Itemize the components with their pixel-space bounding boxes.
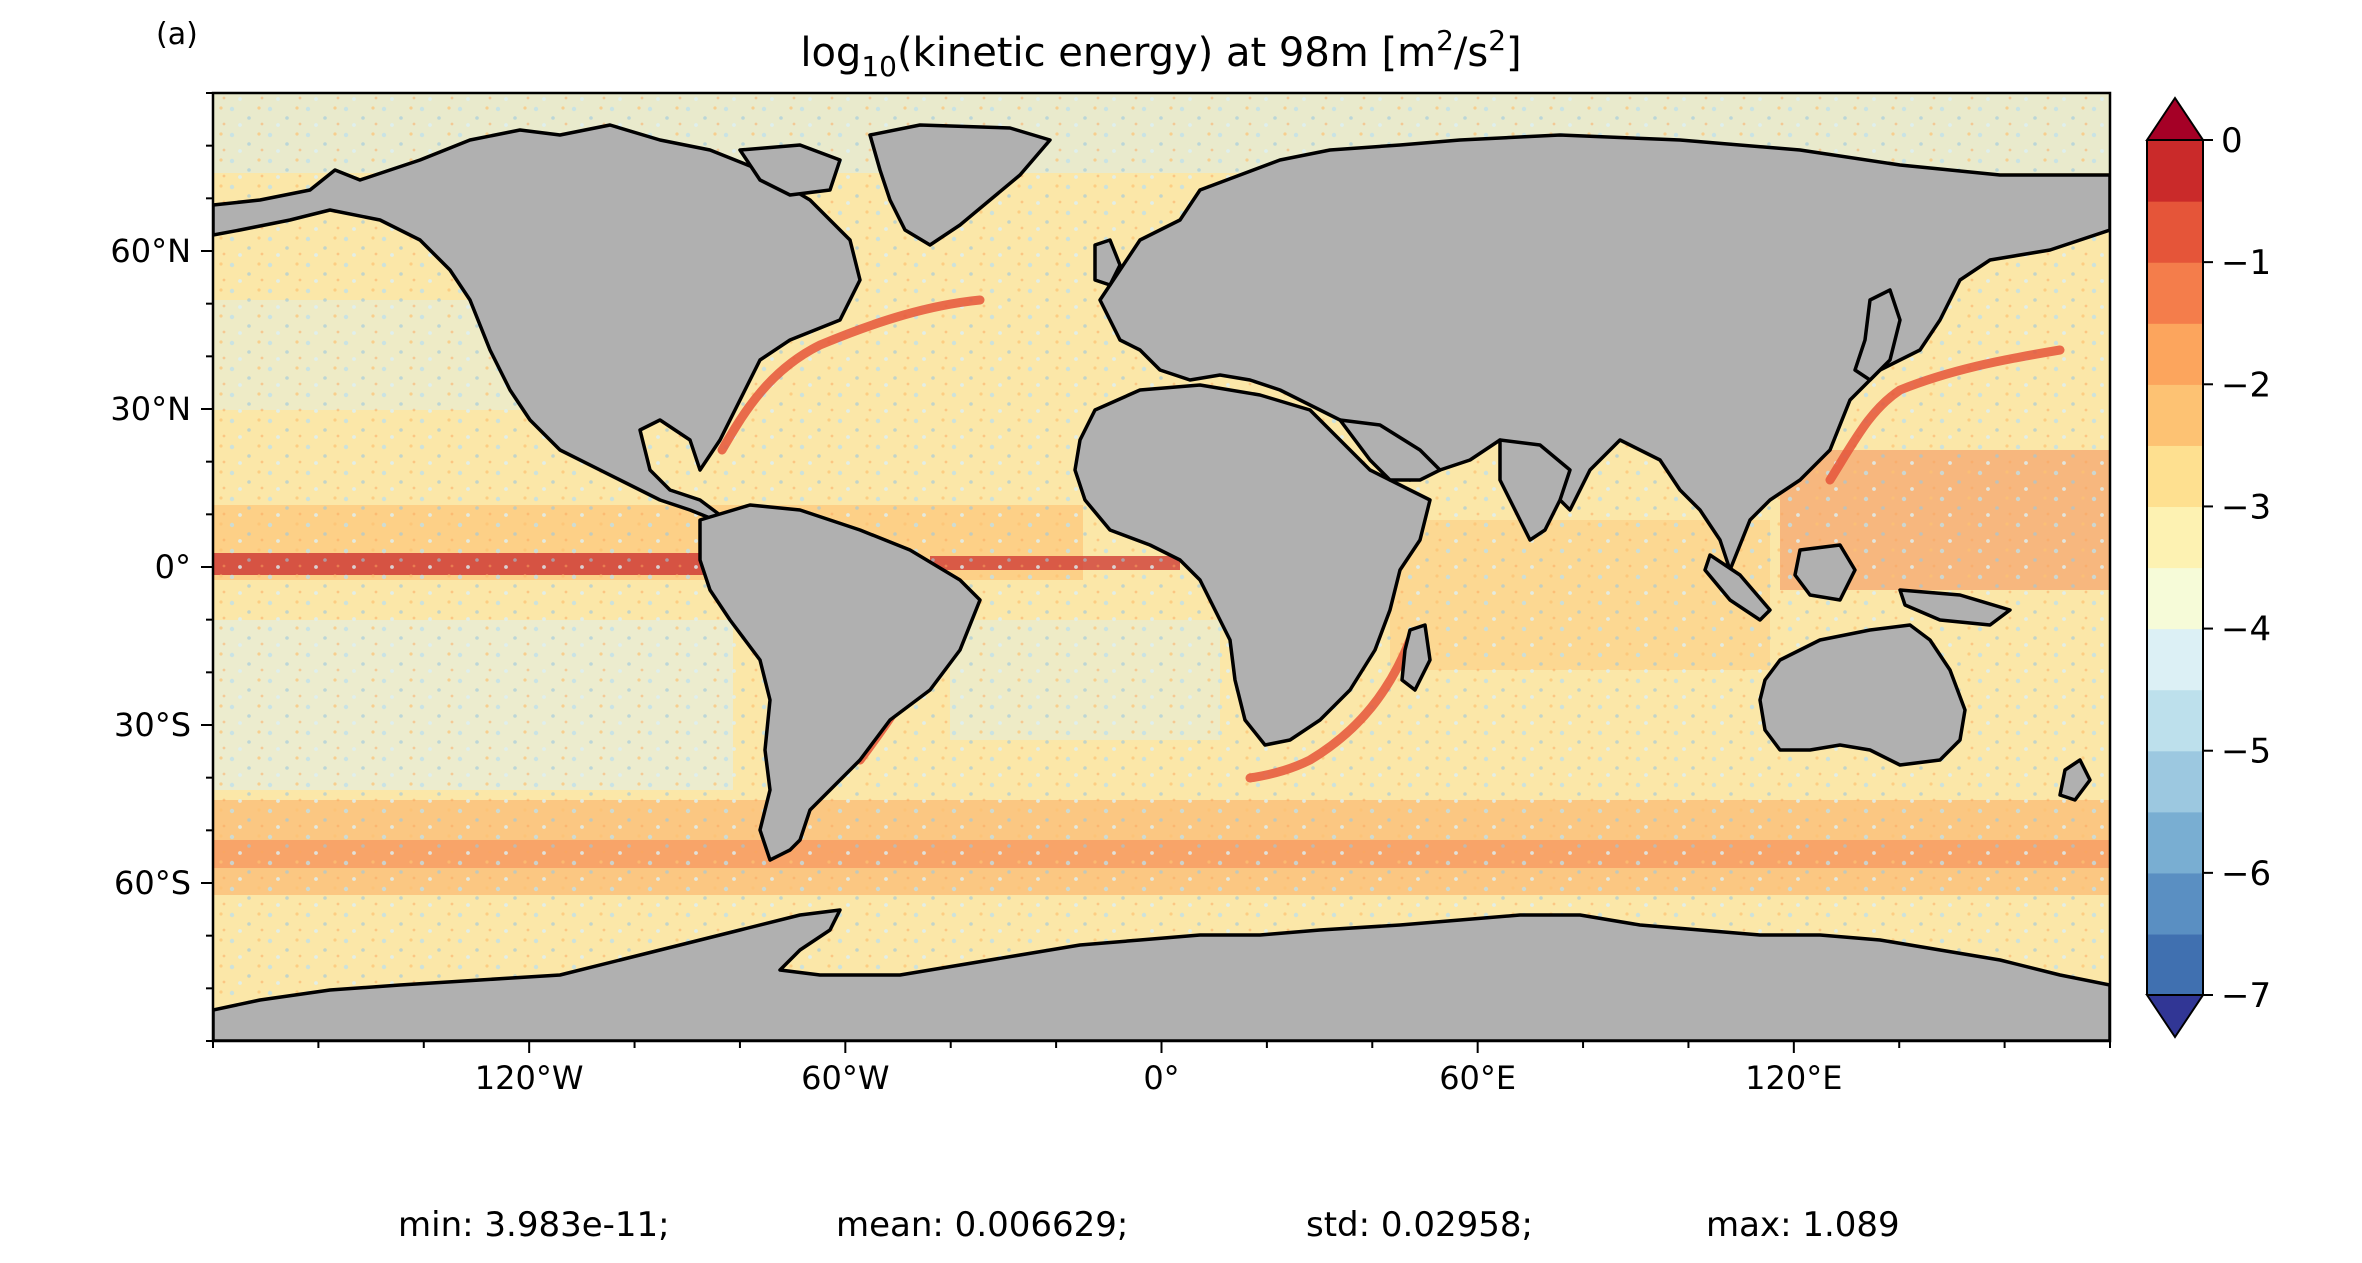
- title-sup1: 2: [1436, 24, 1454, 57]
- colorbar-tick-label: −4: [2221, 610, 2271, 650]
- land-baffin: [738, 143, 842, 197]
- colorbar-bin: [2147, 201, 2203, 263]
- stat-item: min: 3.983e-11;: [398, 1205, 670, 1245]
- colorbar-tick-label: −2: [2221, 365, 2271, 405]
- land-new-zealand: [2058, 758, 2092, 802]
- colorbar-bin: [2147, 445, 2203, 508]
- land-india: [1498, 438, 1572, 542]
- y-tick-label: 60°S: [114, 864, 191, 902]
- colorbar: 0 −1 −2 −3 −4 −5 −6 −7: [2145, 96, 2271, 1039]
- colorbar-tick-label: −6: [2221, 854, 2271, 894]
- land: [213, 123, 2110, 1041]
- land-antarctica: [213, 908, 2110, 1041]
- colorbar-bin: [2147, 872, 2203, 935]
- colorbar-tick-label: −5: [2221, 732, 2271, 772]
- panel-label: (a): [156, 17, 198, 52]
- colorbar-bin: [2147, 567, 2203, 630]
- x-tick-label: 120°E: [1745, 1059, 1842, 1097]
- colorbar-bin: [2147, 689, 2203, 752]
- x-tick-label: 60°W: [801, 1059, 889, 1097]
- land-greenland: [868, 123, 1052, 247]
- land-sumatra: [1703, 553, 1772, 622]
- colorbar-tick-label: −3: [2221, 487, 2271, 527]
- colorbar-bin: [2147, 140, 2203, 202]
- y-tick-label: 60°N: [110, 232, 191, 270]
- stats-line: min: 3.983e-11; mean: 0.006629; std: 0.029…: [398, 1205, 1900, 1245]
- title-subscript: 10: [861, 50, 897, 83]
- x-tick-label: 0°: [1143, 1059, 1179, 1097]
- land-borneo: [1793, 543, 1857, 602]
- colorbar-bin: [2147, 262, 2203, 324]
- colorbar-bin: [2147, 933, 2203, 996]
- land-eurasia: [1098, 133, 2110, 572]
- title-middle: (kinetic energy) at 98m [m: [897, 30, 1436, 76]
- y-tick-label: 30°S: [114, 706, 191, 744]
- colorbar-bin: [2147, 750, 2203, 813]
- land-north-america: [213, 123, 862, 522]
- land-japan: [1853, 288, 1902, 382]
- land-madagascar: [1400, 623, 1432, 692]
- colorbar-bin: [2147, 628, 2203, 691]
- stat-item: std: 0.02958;: [1306, 1205, 1533, 1245]
- land-australia: [1758, 623, 1967, 767]
- land-new-guinea: [1898, 588, 2012, 627]
- land-arabia: [1338, 418, 1442, 482]
- colorbar-tick-label: −1: [2221, 243, 2271, 283]
- kuroshio-current: [1825, 345, 2065, 485]
- x-axis: 120°W 60°W 0° 60°E 120°E: [212, 1041, 2111, 1097]
- y-tick-label: 0°: [155, 548, 191, 586]
- title-prefix: log: [800, 30, 861, 76]
- colorbar-tick-label: −7: [2221, 976, 2271, 1016]
- colorbar-frame: [2146, 140, 2204, 995]
- y-tick-label: 30°N: [110, 390, 191, 428]
- map-title: log10(kinetic energy) at 98m [m2/s2]: [800, 24, 1521, 83]
- title-slash: /s: [1454, 30, 1488, 76]
- y-axis: 60°N 30°N 0° 30°S 60°S: [110, 92, 213, 1042]
- x-tick-label: 120°W: [475, 1059, 584, 1097]
- gulf-stream: [717, 295, 985, 455]
- agulhas-current: [1245, 635, 1415, 783]
- colorbar-extend-min: [2145, 994, 2205, 1039]
- x-tick-label: 60°E: [1439, 1059, 1516, 1097]
- colorbar-tick-label: 0: [2221, 121, 2243, 161]
- stat-item: max: 1.089: [1706, 1205, 1900, 1245]
- title-suffix: ]: [1506, 30, 1522, 76]
- land-uk: [1093, 238, 1122, 287]
- colorbar-extend-max: [2145, 96, 2205, 141]
- title-sup2: 2: [1488, 24, 1506, 57]
- colorbar-bin: [2147, 384, 2203, 446]
- stat-item: mean: 0.006629;: [836, 1205, 1128, 1245]
- map-area: [213, 93, 2110, 1041]
- colorbar-bin: [2147, 506, 2203, 569]
- land-south-america: [698, 503, 982, 862]
- colorbar-bin: [2147, 323, 2203, 385]
- colorbar-bin: [2147, 811, 2203, 874]
- land-africa: [1073, 383, 1432, 747]
